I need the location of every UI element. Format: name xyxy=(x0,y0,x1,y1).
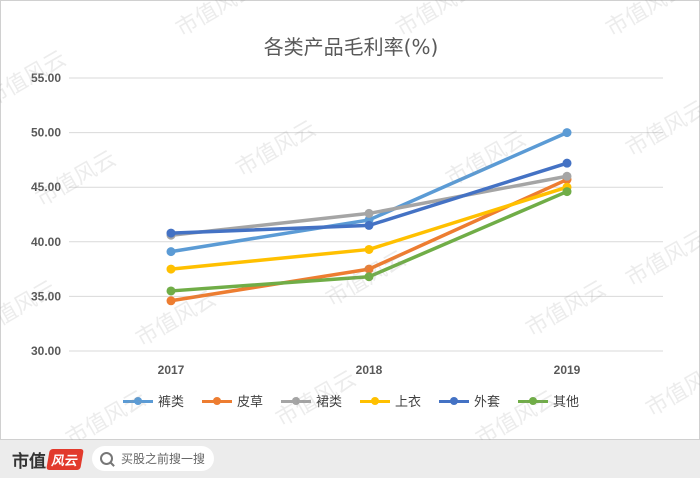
data-point xyxy=(364,220,374,230)
legend-swatch-icon xyxy=(201,395,232,407)
search-icon xyxy=(100,452,113,465)
legend-label: 其他 xyxy=(553,395,580,410)
data-point xyxy=(364,264,374,274)
data-point xyxy=(562,158,572,168)
footer-bar: 市值 风云 买股之前搜一搜 xyxy=(0,440,700,478)
data-point xyxy=(364,244,374,254)
x-tick-label: 2018 xyxy=(356,363,383,377)
data-point xyxy=(364,208,374,218)
search-placeholder: 买股之前搜一搜 xyxy=(121,452,206,466)
legend-swatch-icon xyxy=(280,395,311,407)
legend-label: 裙类 xyxy=(315,395,342,410)
y-tick-label: 35.00 xyxy=(31,289,61,303)
search-input[interactable]: 买股之前搜一搜 xyxy=(92,446,214,471)
series-line-1 xyxy=(170,130,568,254)
legend-item: 裙类 xyxy=(280,391,342,410)
legend-label: 上衣 xyxy=(395,395,422,410)
series-lines xyxy=(166,128,572,306)
legend-item: 裤类 xyxy=(122,391,184,410)
data-point xyxy=(166,247,176,257)
data-point xyxy=(562,128,572,138)
legend-swatch-icon xyxy=(360,395,390,407)
chart-card: 各类产品毛利率(%) 30.00 35.00 40.00 45.00 50.00 55.0… xyxy=(0,0,700,452)
x-tick-label: 2017 xyxy=(158,363,185,377)
y-tick-label: 55.00 xyxy=(31,71,61,85)
legend-swatch-icon xyxy=(518,395,549,407)
data-point xyxy=(166,296,176,306)
legend-swatch-icon xyxy=(122,395,153,407)
brand-logo[interactable]: 市值 风云 xyxy=(12,447,84,472)
y-tick-label: 50.00 xyxy=(31,126,61,140)
data-point xyxy=(166,228,176,238)
x-tick-label: 2019 xyxy=(554,363,581,377)
legend-label: 外套 xyxy=(474,395,501,410)
data-point xyxy=(166,264,176,274)
data-point xyxy=(562,187,572,197)
series-line-2 xyxy=(170,177,568,303)
grid-lines xyxy=(69,77,663,352)
y-tick-label: 30.00 xyxy=(31,344,61,358)
chart-legend: 裤类 皮草 裙类 上衣 外套 其他 xyxy=(1,391,700,410)
legend-item: 外套 xyxy=(439,391,500,410)
legend-item: 皮草 xyxy=(201,391,263,410)
legend-label: 裤类 xyxy=(157,395,184,410)
y-axis-ticks: 30.00 35.00 40.00 45.00 50.00 55.00 xyxy=(31,71,61,358)
legend-item: 其他 xyxy=(518,391,579,410)
data-point xyxy=(562,171,572,181)
brand-logo-mark: 风云 xyxy=(46,449,84,470)
data-point xyxy=(364,272,374,282)
y-tick-label: 45.00 xyxy=(31,180,61,194)
data-point xyxy=(166,286,176,296)
y-tick-label: 40.00 xyxy=(31,235,61,249)
chart-title: 各类产品毛利率(%) xyxy=(263,35,439,59)
x-axis-ticks: 2017 2018 2019 xyxy=(158,363,581,377)
legend-label: 皮草 xyxy=(236,395,263,410)
legend-item: 上衣 xyxy=(360,391,421,410)
brand-text: 市值 xyxy=(12,452,46,472)
legend-swatch-icon xyxy=(439,395,470,407)
